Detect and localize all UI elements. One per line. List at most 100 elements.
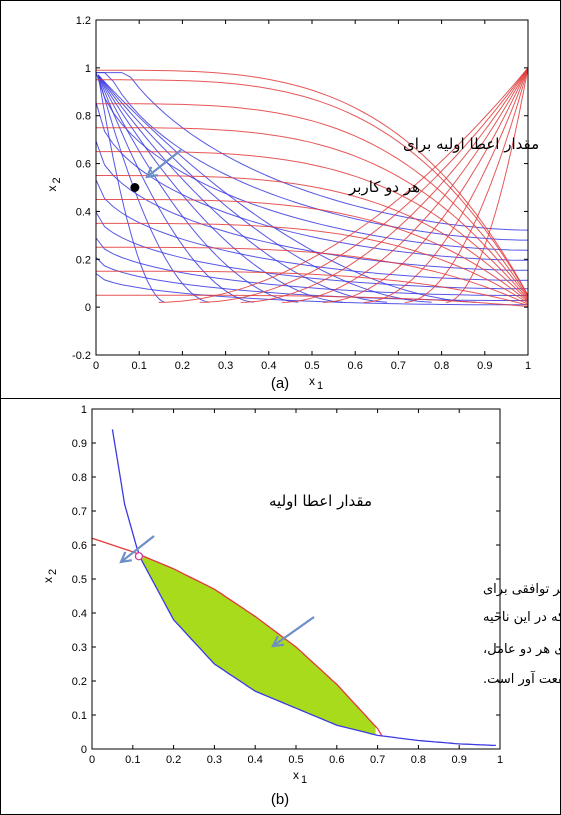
a-y-axis-label: x — [45, 186, 59, 192]
blue-indifference-curve — [95, 179, 529, 281]
blue-indifference-curve — [97, 74, 388, 303]
caption-b: (b) — [271, 791, 289, 808]
b-x-axis-label-sub: 1 — [301, 774, 307, 786]
blue-indifference-curve — [95, 140, 528, 271]
a-xtick-label: 0.7 — [391, 360, 406, 372]
b-x-axis-label: x — [293, 768, 299, 782]
red-indifference-curve — [95, 103, 529, 298]
blue-indifference-curve — [95, 257, 529, 301]
b-xtick-label: 0.1 — [125, 754, 140, 766]
annotation-arrow-b1-shaft — [120, 535, 155, 563]
b-ytick-label: 0.9 — [72, 438, 87, 450]
red-indifference-curve — [363, 67, 529, 303]
b-ytick-label: 0.7 — [72, 506, 87, 518]
blue-indifference-curve — [97, 74, 210, 303]
annotation-arrow-b2-shaft — [272, 616, 315, 647]
b-xtick-label: 0 — [89, 754, 95, 766]
b-xtick-label: 1 — [497, 754, 503, 766]
red-indifference-curve — [96, 222, 529, 304]
a-y-axis-label-sub: 2 — [51, 177, 63, 183]
blue-indifference-curve — [97, 74, 165, 303]
chart-a: 0 0.1 0.2 0.3 0.4 0.5 0.6 0.7 0.8 0.9 1-0.200.20.4… — [45, 15, 539, 392]
a-x-axis-label-sub: 1 — [317, 380, 323, 392]
annotation-arrow-b1-head — [119, 551, 133, 564]
b-ytick-label: 0.5 — [72, 574, 87, 586]
red-indifference-curve — [240, 67, 529, 303]
b-ytick-label: 0.2 — [72, 676, 87, 688]
a-ytick-label: 0.8 — [76, 111, 91, 123]
b-ytick-label: 0.6 — [72, 540, 87, 552]
b-y-axis-label: x — [41, 577, 55, 583]
red-indifference-curve — [404, 67, 529, 303]
a-ytick-label: 0.6 — [76, 159, 91, 171]
blue-indifference-curve — [97, 74, 477, 303]
annotation-b-region-line: جابجایی دارایی ها که در این ناحیه — [483, 610, 560, 625]
blue-indifference-curve — [95, 237, 529, 296]
endowment-point — [130, 183, 140, 192]
b-xtick-label: 0.9 — [452, 754, 467, 766]
a-xtick-label: 0.9 — [477, 360, 492, 372]
annotation-a-line2: هر دو کاربر — [348, 178, 420, 196]
b-ytick-label: 0.1 — [72, 710, 87, 722]
a-ytick-label: 1.2 — [76, 15, 91, 27]
panel-b: 0 0.1 0.2 0.3 0.4 0.5 0.6 0.7 0.8 0.9 1 0 0.1 0.2 0.3 0… — [0, 398, 561, 815]
b-y-axis-label-sub: 2 — [47, 569, 59, 575]
chart-b: 0 0.1 0.2 0.3 0.4 0.5 0.6 0.7 0.8 0.9 1 0 0.1 0.2 0.3 0… — [41, 404, 560, 808]
blue-indifference-curve — [96, 72, 529, 231]
b-ytick-label: 0.4 — [72, 608, 87, 620]
blue-indifference-curve — [95, 273, 529, 306]
a-xtick-label: 0.1 — [132, 360, 147, 372]
red-indifference-curve — [281, 67, 529, 303]
red-indifference-curve — [96, 151, 529, 300]
red-indifference-curve — [445, 67, 529, 303]
annotation-b-region-line: ناحیه قرارداد: عر توافقی برای — [483, 582, 560, 597]
red-indifference-curve — [322, 67, 529, 303]
b-xtick-label: 0.3 — [207, 754, 222, 766]
red-indifference-curve — [96, 246, 529, 305]
a-xtick-label: 0 — [93, 360, 99, 372]
b-xtick-label: 0.8 — [411, 754, 426, 766]
red-indifference-curve — [96, 79, 529, 297]
a-xtick-label: 1 — [525, 360, 531, 372]
b-ytick-label: 0 — [81, 744, 87, 756]
contract-region — [138, 554, 376, 735]
a-ytick-label: 1 — [85, 63, 91, 75]
annotation-arrow-a-shaft — [146, 149, 182, 178]
blue-indifference-curve — [95, 211, 529, 290]
a-ytick-label: 0.2 — [76, 254, 91, 266]
a-xtick-label: 0.8 — [434, 360, 449, 372]
a-xtick-label: 0.5 — [304, 360, 319, 372]
annotation-b-point: مقدار اعطا اولیه — [269, 492, 372, 510]
red-indifference-curve — [96, 270, 529, 306]
annotation-b-region-line: قرار بگیرد، برای هر دو عامل، — [483, 641, 560, 657]
a-xtick-label: 0.2 — [175, 360, 190, 372]
annotation-a-line1: مقدار اعطا اولیه برای — [403, 135, 539, 153]
annotation-arrow-a-head — [145, 166, 159, 179]
a-ytick-label: 0.4 — [76, 206, 91, 218]
endowment-point — [134, 552, 144, 561]
b-xtick-label: 0.2 — [166, 754, 181, 766]
b-ytick-label: 1 — [81, 404, 87, 416]
blue-indifference-curve — [111, 429, 496, 747]
caption-a: (a) — [271, 375, 289, 392]
b-xtick-label: 0.4 — [248, 754, 263, 766]
b-xtick-label: 0.7 — [370, 754, 385, 766]
red-indifference-curve — [96, 175, 529, 301]
a-xtick-label: 0.4 — [261, 360, 276, 372]
annotation-b-region-line: منفعت آور است. — [483, 670, 560, 687]
b-ytick-label: 0.3 — [72, 642, 87, 654]
red-indifference-curve — [199, 67, 529, 303]
blue-indifference-curve — [97, 74, 432, 303]
red-indifference-curve — [96, 199, 529, 303]
a-ytick-label: 0 — [85, 302, 91, 314]
blue-indifference-curve — [97, 74, 343, 303]
a-ytick-label: -0.2 — [72, 350, 91, 362]
b-ytick-label: 0.8 — [72, 472, 87, 484]
blue-indifference-curve — [97, 74, 299, 303]
b-xtick-label: 0.5 — [288, 754, 303, 766]
red-indifference-curve — [96, 294, 529, 307]
a-xtick-label: 0.6 — [348, 360, 363, 372]
panel-a: 0 0.1 0.2 0.3 0.4 0.5 0.6 0.7 0.8 0.9 1 -0.2 0 0.2 0.4… — [0, 0, 561, 399]
b-xtick-label: 0.6 — [329, 754, 344, 766]
a-xtick-label: 0.3 — [218, 360, 233, 372]
